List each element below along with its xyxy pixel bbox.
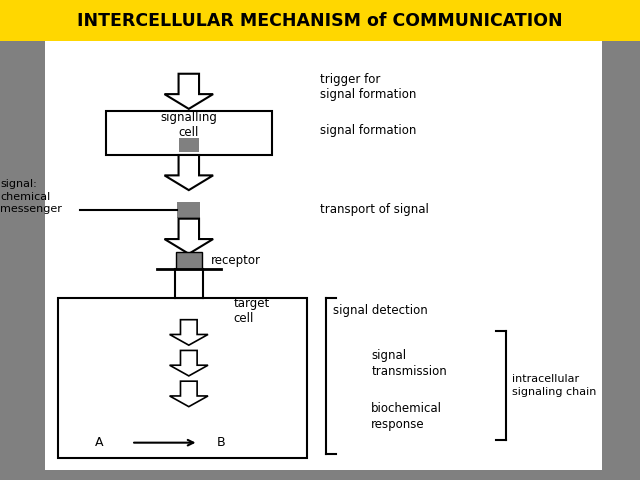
- Polygon shape: [164, 219, 213, 254]
- Text: signal
transmission: signal transmission: [371, 349, 447, 378]
- Bar: [58, 298, 307, 458]
- Text: signalling
cell: signalling cell: [161, 111, 217, 139]
- Polygon shape: [164, 74, 213, 109]
- Bar: [177, 202, 200, 218]
- Bar: [176, 252, 202, 269]
- Text: B: B: [216, 436, 225, 449]
- Text: biochemical
response: biochemical response: [371, 402, 442, 431]
- Bar: [179, 138, 199, 152]
- Text: INTERCELLULAR MECHANISM of COMMUNICATION: INTERCELLULAR MECHANISM of COMMUNICATION: [77, 12, 563, 30]
- Polygon shape: [164, 155, 213, 190]
- Text: intracellular
signaling chain: intracellular signaling chain: [512, 374, 596, 397]
- Bar: [106, 111, 272, 155]
- Text: transport of signal: transport of signal: [320, 204, 429, 216]
- Text: signal:
chemical
messenger: signal: chemical messenger: [0, 180, 62, 214]
- Text: signal detection: signal detection: [333, 304, 428, 317]
- Bar: [175, 269, 203, 298]
- Text: trigger for
signal formation: trigger for signal formation: [320, 73, 417, 101]
- Text: receptor: receptor: [211, 254, 261, 267]
- Text: A: A: [95, 436, 104, 449]
- Text: target
cell: target cell: [234, 297, 270, 325]
- Polygon shape: [170, 350, 208, 376]
- Polygon shape: [170, 381, 208, 407]
- Text: signal formation: signal formation: [320, 124, 417, 137]
- Polygon shape: [170, 320, 208, 345]
